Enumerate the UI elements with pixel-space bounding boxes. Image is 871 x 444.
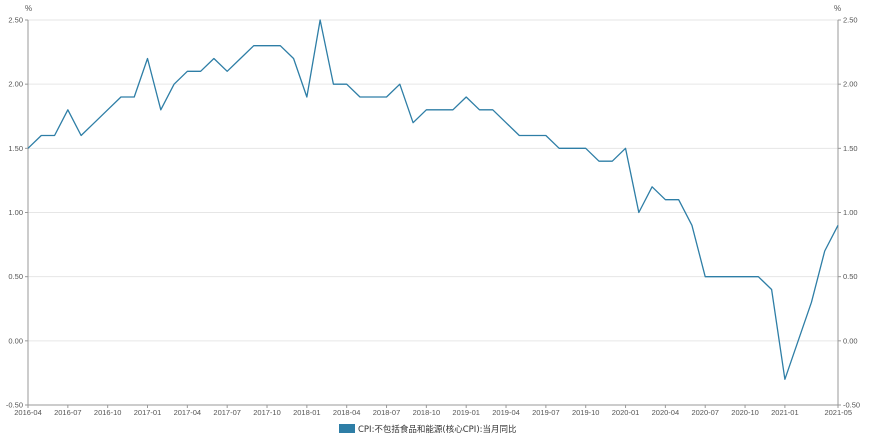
x-tick-label: 2019-07 [532, 408, 560, 417]
x-tick-label: 2018-01 [293, 408, 321, 417]
y-tick-label: 0.00 [8, 336, 23, 345]
x-tick-label: 2017-10 [253, 408, 281, 417]
y-tick-label-right: -0.50 [843, 401, 860, 410]
x-tick-label: 2018-04 [333, 408, 361, 417]
y-tick-label: 2.50 [8, 16, 23, 25]
x-tick-label: 2018-10 [413, 408, 441, 417]
y-tick-label: -0.50 [6, 401, 23, 410]
y-tick-label-right: 0.50 [843, 272, 858, 281]
left-axis-unit: % [25, 4, 32, 13]
axes: % % [25, 4, 841, 406]
y-tick-label-right: 1.00 [843, 208, 858, 217]
legend-swatch [339, 424, 355, 433]
gridlines [28, 19, 838, 342]
x-tick-label: 2021-01 [771, 408, 799, 417]
x-tick-label: 2020-07 [691, 408, 719, 417]
x-tick-label: 2016-07 [54, 408, 82, 417]
y-tick-label: 1.00 [8, 208, 23, 217]
y-tick-label-right: 1.50 [843, 144, 858, 153]
x-tick-label: 2019-04 [492, 408, 520, 417]
x-tick-label: 2016-04 [14, 408, 42, 417]
x-tick-label: 2021-05 [824, 408, 852, 417]
right-axis-unit: % [834, 4, 841, 13]
x-tick-label: 2017-01 [134, 408, 162, 417]
tick-labels: 2.50 2.50 2.00 2.00 1.50 1.50 1.00 1.00 0.50 0.50… [6, 16, 860, 418]
legend-label: CPI:不包括食品和能源(核心CPI):当月同比 [358, 424, 517, 435]
y-tick-label-right: 0.00 [843, 336, 858, 345]
y-tick-label-right: 2.00 [843, 80, 858, 89]
y-tick-label-right: 2.50 [843, 16, 858, 25]
x-tick-label: 2017-07 [213, 408, 241, 417]
x-tick-label: 2019-10 [572, 408, 600, 417]
y-tick-label: 2.00 [8, 80, 23, 89]
y-tick-label: 1.50 [8, 144, 23, 153]
series-layer [27, 19, 839, 380]
x-tick-label: 2017-04 [174, 408, 202, 417]
x-tick-label: 2020-01 [612, 408, 640, 417]
y-tick-label: 0.50 [8, 272, 23, 281]
x-tick-label: 2016-10 [94, 408, 122, 417]
x-tick-label: 2019-01 [452, 408, 480, 417]
series-line[interactable] [27, 19, 839, 380]
legend[interactable]: CPI:不包括食品和能源(核心CPI):当月同比 [339, 424, 517, 435]
x-tick-label: 2018-07 [373, 408, 401, 417]
x-tick-label: 2020-10 [731, 408, 759, 417]
x-tick-label: 2020-04 [652, 408, 680, 417]
